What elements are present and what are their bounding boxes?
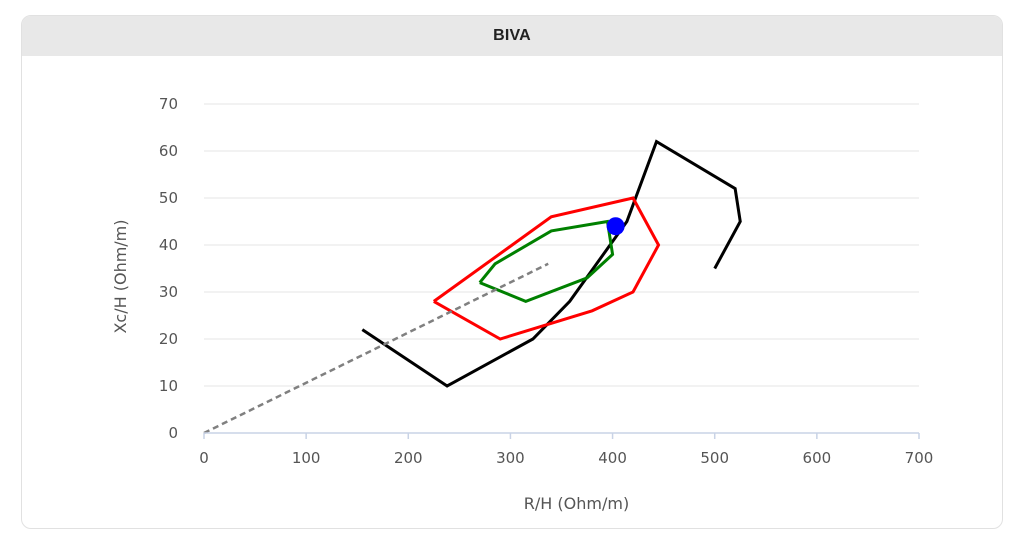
confidence-ellipse — [432, 196, 661, 341]
y-tick-label: 50 — [159, 189, 178, 207]
x-tick-label: 400 — [598, 449, 627, 467]
y-tick-label: 70 — [159, 95, 178, 113]
confidence-ellipse — [361, 139, 742, 388]
x-tick-label: 500 — [700, 449, 729, 467]
x-tick-label: 600 — [803, 449, 832, 467]
x-tick-label: 0 — [199, 449, 209, 467]
y-axis-label: Xc/H (Ohm/m) — [111, 219, 130, 333]
x-axis-label: R/H (Ohm/m) — [524, 494, 629, 513]
panel-header: BIVA — [22, 16, 1002, 56]
y-tick-label: 20 — [159, 330, 178, 348]
chart-grid — [204, 103, 919, 387]
y-tick-label: 40 — [159, 236, 178, 254]
chart-series — [203, 217, 625, 435]
y-tick-label: 60 — [159, 142, 178, 160]
confidence-ellipses — [361, 139, 742, 388]
measurement-point[interactable] — [606, 217, 625, 236]
biva-chart-area: 0 10 20 30 40 50 60 70 0 100 200 300 400 500 600 700 R/… — [22, 56, 1002, 528]
y-tick-label: 30 — [159, 283, 178, 301]
panel-title: BIVA — [493, 27, 531, 44]
x-tick-label: 100 — [292, 449, 321, 467]
vector-dashed-line — [203, 262, 549, 435]
x-tick-label: 200 — [394, 449, 423, 467]
x-tick-label: 300 — [496, 449, 525, 467]
biva-panel: BIVA 0 10 20 30 40 50 60 70 0 100 200 300 400 500 600 7… — [21, 15, 1003, 529]
confidence-ellipse — [478, 219, 615, 304]
y-tick-label: 0 — [168, 424, 178, 442]
y-tick-label: 10 — [159, 377, 178, 395]
x-tick-label: 700 — [905, 449, 934, 467]
